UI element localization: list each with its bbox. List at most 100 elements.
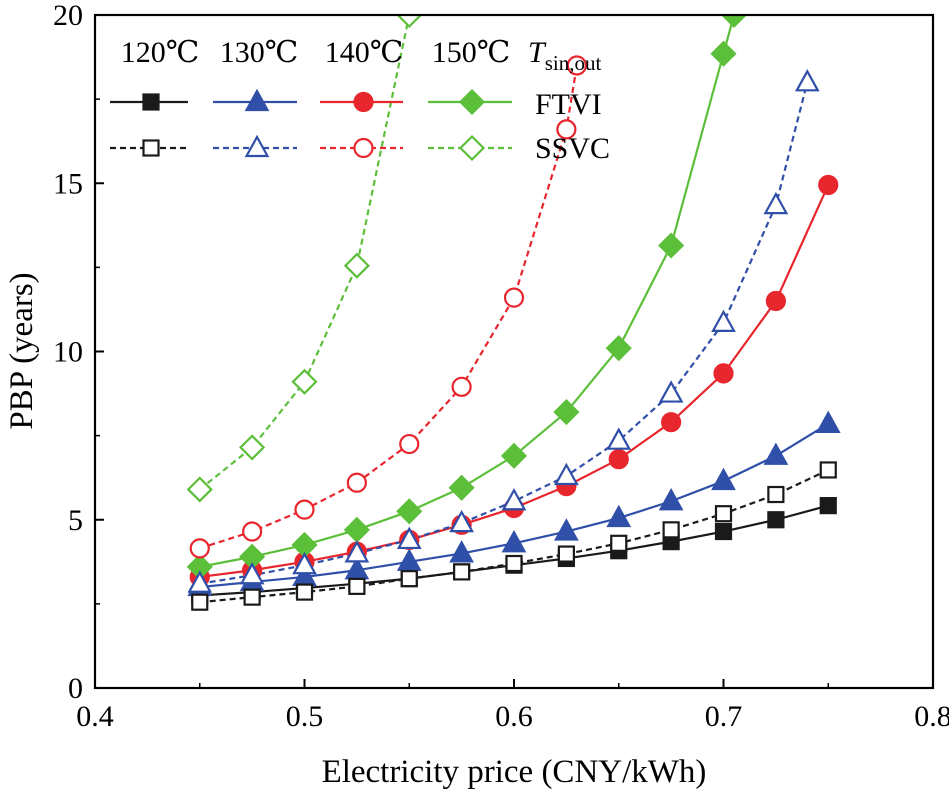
point-4-0 (191, 593, 209, 611)
point-3-10 (710, 40, 737, 67)
legend-header-130: 130℃ (220, 36, 299, 69)
point-2-9 (661, 412, 682, 433)
series-markers (186, 15, 841, 611)
point-5-6 (501, 487, 527, 511)
point-7-4 (396, 15, 423, 29)
point-6-7 (556, 119, 577, 140)
point-5-12 (794, 69, 820, 92)
legend-samples (110, 88, 512, 162)
x-tick-label-0: 0.4 (76, 700, 114, 733)
point-4-5 (453, 563, 471, 581)
point-1-7 (554, 518, 579, 541)
point-3-7 (553, 399, 580, 426)
y-tick-label-4: 20 (53, 0, 83, 32)
legend: 120℃ 130℃ 140℃ 150℃ Tsin,out FTVI SSVC (110, 36, 610, 165)
point-5-1 (239, 561, 265, 585)
legend-marker-0-1 (244, 88, 270, 112)
point-5-2 (292, 551, 317, 575)
point-5-10 (711, 309, 736, 332)
point-5-9 (658, 380, 684, 403)
point-6-5 (451, 376, 472, 397)
x-tick-label-3: 0.7 (705, 700, 743, 733)
point-1-12 (815, 410, 841, 433)
point-5-0 (187, 570, 213, 593)
point-7-0 (186, 476, 213, 503)
point-4-7 (557, 545, 575, 563)
point-7-2 (291, 368, 318, 395)
point-0-11 (767, 511, 785, 529)
point-5-5 (449, 509, 474, 533)
point-4-1 (243, 588, 261, 606)
legend-row-ssvc: SSVC (535, 132, 610, 165)
point-6-8 (566, 55, 587, 76)
point-2-8 (608, 449, 629, 470)
point-7-3 (343, 252, 370, 279)
point-6-3 (346, 472, 367, 493)
point-5-11 (763, 191, 789, 215)
point-4-8 (610, 534, 628, 552)
point-7-1 (239, 434, 266, 461)
legend-param-subscript: sin,out (545, 51, 602, 75)
legend-marker-1-1 (244, 134, 270, 158)
point-5-4 (396, 526, 422, 550)
x-tick-label-1: 0.5 (286, 700, 324, 733)
legend-marker-0-0 (142, 93, 160, 111)
legend-marker-1-3 (458, 134, 486, 162)
point-3-9 (658, 232, 685, 259)
point-4-4 (400, 570, 418, 588)
legend-param-symbol: T (528, 36, 547, 69)
point-1-11 (763, 442, 789, 465)
legend-header-140: 140℃ (325, 36, 404, 69)
point-5-8 (606, 427, 632, 450)
series-line-7 (199, 15, 411, 491)
point-4-12 (819, 461, 837, 479)
point-3-6 (500, 442, 528, 469)
point-6-1 (242, 521, 263, 542)
x-axis: 0.4 0.5 0.6 0.7 0.8 (76, 679, 949, 733)
x-tick-label-4: 0.8 (914, 700, 949, 733)
point-2-10 (713, 363, 734, 384)
point-2-11 (765, 290, 786, 312)
point-4-3 (348, 577, 366, 595)
y-axis-title: PBP (years) (4, 272, 40, 429)
legend-param-label: Tsin,out (528, 36, 601, 75)
point-3-5 (448, 474, 475, 501)
point-3-8 (605, 335, 632, 362)
point-1-10 (711, 467, 736, 491)
x-axis-title: Electricity price (CNY/kWh) (322, 754, 707, 790)
y-tick-label-0: 0 (68, 672, 83, 705)
y-tick-label-1: 5 (68, 504, 83, 537)
y-tick-label-3: 15 (53, 167, 83, 200)
legend-marker-1-2 (353, 137, 374, 159)
legend-header-150: 150℃ (432, 36, 511, 69)
point-4-2 (295, 583, 314, 601)
point-6-2 (294, 499, 315, 520)
point-4-6 (505, 554, 523, 573)
point-5-7 (554, 462, 579, 486)
legend-header-120: 120℃ (121, 36, 200, 69)
legend-marker-1-0 (142, 139, 160, 157)
x-tick-label-2: 0.6 (495, 700, 533, 733)
legend-row-ftvi: FTVI (535, 88, 602, 121)
point-0-12 (819, 497, 837, 515)
legend-marker-0-3 (458, 88, 486, 116)
point-1-6 (501, 530, 527, 553)
y-tick-label-2: 10 (53, 336, 83, 369)
point-3-3 (343, 516, 370, 543)
point-1-4 (396, 548, 422, 571)
point-6-6 (503, 287, 525, 308)
point-3-4 (396, 498, 423, 525)
point-4-9 (662, 521, 680, 539)
point-4-11 (767, 485, 785, 504)
legend-marker-0-2 (353, 91, 374, 113)
point-0-10 (714, 522, 733, 541)
point-1-9 (658, 487, 684, 511)
y-axis: 0 5 10 15 20 (53, 0, 104, 705)
point-2-12 (818, 174, 839, 196)
point-1-8 (606, 504, 632, 528)
point-6-0 (189, 538, 210, 559)
point-1-5 (449, 540, 474, 563)
plot-frame (93, 13, 935, 690)
point-4-10 (714, 505, 733, 523)
